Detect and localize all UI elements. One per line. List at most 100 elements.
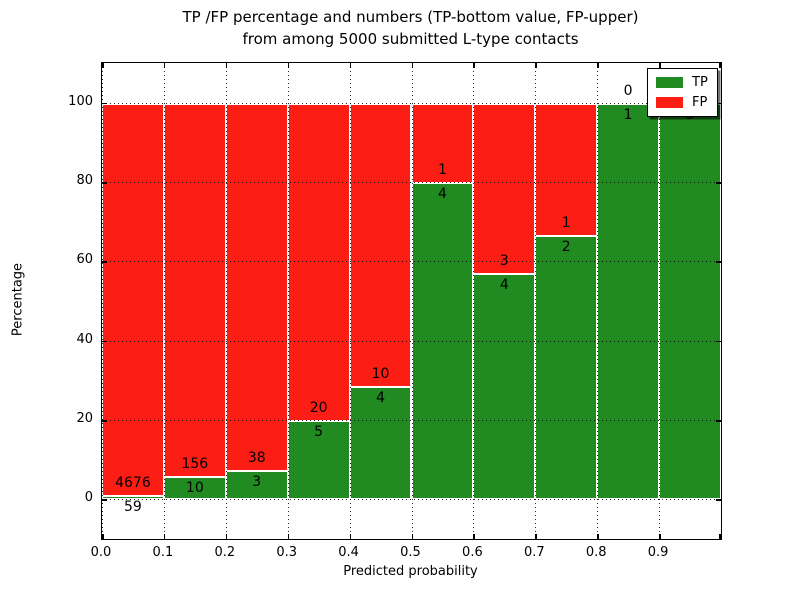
tp-legend-swatch bbox=[656, 77, 683, 88]
tick-mark bbox=[411, 63, 413, 68]
tp-bar-segment bbox=[473, 272, 536, 500]
tp-bar-segment bbox=[659, 102, 721, 500]
tick-mark bbox=[716, 261, 721, 263]
tp-legend-label: TP bbox=[692, 75, 708, 90]
fp-bar-segment bbox=[473, 102, 536, 273]
x-tick-label: 0.6 bbox=[462, 545, 483, 560]
fp-count-label: 0 bbox=[623, 82, 633, 99]
fp-count-label: 10 bbox=[371, 365, 390, 382]
x-tick-label: 0.5 bbox=[400, 545, 421, 560]
tp-bar-segment bbox=[535, 234, 598, 500]
fp-legend-swatch bbox=[656, 97, 683, 108]
tp-count-label: 2 bbox=[561, 238, 571, 255]
x-tick-label: 0.2 bbox=[214, 545, 236, 560]
fp-count-label: 156 bbox=[181, 455, 209, 472]
tp-bar-segment bbox=[287, 420, 350, 500]
y-tick-label: 40 bbox=[76, 331, 93, 347]
tp-bar-segment bbox=[349, 385, 412, 500]
chart-title-line1: TP /FP percentage and numbers (TP-bottom… bbox=[182, 8, 639, 26]
gridline-v bbox=[473, 63, 475, 539]
y-tick-label: 100 bbox=[68, 93, 93, 109]
x-tick-label: 0.9 bbox=[647, 545, 669, 560]
tp-count-label: 4 bbox=[376, 389, 386, 406]
fp-count-label: 20 bbox=[309, 400, 328, 416]
tick-mark bbox=[716, 499, 721, 501]
x-tick-label: 0.8 bbox=[585, 545, 607, 560]
tick-mark bbox=[102, 340, 107, 343]
tick-mark bbox=[719, 63, 721, 68]
tick-mark bbox=[535, 534, 537, 539]
tick-mark bbox=[287, 534, 290, 539]
tick-mark bbox=[102, 182, 107, 184]
plot-area: 467659156103832051041434120103 TP FP bbox=[101, 62, 722, 540]
fp-count-label: 1 bbox=[561, 214, 571, 231]
gridline-v bbox=[597, 63, 599, 539]
gridline-v bbox=[163, 63, 165, 539]
fp-bar-segment bbox=[225, 102, 288, 471]
tp-count-label: 59 bbox=[124, 498, 142, 515]
tick-mark bbox=[102, 261, 107, 263]
fp-bar-segment bbox=[102, 102, 164, 495]
fp-legend-label: FP bbox=[692, 95, 708, 110]
tick-mark bbox=[473, 534, 475, 539]
tick-mark bbox=[349, 534, 352, 539]
tick-mark bbox=[163, 534, 166, 539]
tick-mark bbox=[225, 63, 228, 68]
x-axis-label: Predicted probability bbox=[343, 564, 478, 579]
x-tick-label: 0.4 bbox=[338, 545, 359, 560]
tp-count-label: 3 bbox=[252, 474, 262, 491]
x-tick-label: 0.0 bbox=[90, 545, 112, 560]
tick-mark bbox=[163, 63, 166, 68]
tick-mark bbox=[411, 534, 413, 539]
gridline-v bbox=[659, 63, 661, 539]
legend-item-tp: TP bbox=[656, 76, 708, 89]
gridline-v bbox=[102, 63, 103, 539]
y-tick-label: 0 bbox=[84, 490, 93, 506]
fp-count-label: 4676 bbox=[115, 474, 151, 491]
tick-mark bbox=[102, 420, 107, 422]
tick-mark bbox=[716, 420, 721, 422]
y-tick-label: 60 bbox=[76, 252, 93, 268]
gridline-v bbox=[349, 63, 351, 539]
fp-count-label: 38 bbox=[247, 450, 266, 467]
tp-count-label: 1 bbox=[623, 106, 633, 123]
tp-count-label: 5 bbox=[314, 424, 324, 440]
fp-bar-segment bbox=[349, 102, 412, 386]
tick-mark bbox=[102, 499, 107, 501]
tick-mark bbox=[659, 534, 661, 539]
tick-mark bbox=[719, 534, 721, 539]
x-tick-label: 0.7 bbox=[523, 545, 545, 560]
gridline-v bbox=[411, 63, 413, 539]
tick-mark bbox=[102, 534, 104, 539]
y-axis-label: Percentage bbox=[10, 262, 26, 337]
tick-mark bbox=[716, 340, 721, 343]
tick-mark bbox=[102, 102, 107, 105]
tp-count-label: 10 bbox=[185, 479, 204, 496]
tick-mark bbox=[473, 63, 475, 68]
tick-mark bbox=[716, 102, 721, 105]
fp-count-label: 1 bbox=[437, 162, 447, 178]
x-tick-label: 0.1 bbox=[152, 545, 174, 560]
tp-count-label: 4 bbox=[499, 276, 509, 293]
tick-mark bbox=[535, 63, 537, 68]
legend-item-fp: FP bbox=[656, 96, 708, 109]
tick-mark bbox=[597, 534, 599, 539]
chart-title-line2: from among 5000 submitted L-type contact… bbox=[242, 30, 579, 48]
tick-mark bbox=[659, 63, 661, 68]
y-tick-label: 20 bbox=[76, 411, 93, 426]
tick-mark bbox=[597, 63, 599, 68]
x-tick-label: 0.3 bbox=[276, 545, 298, 560]
tick-mark bbox=[716, 182, 721, 184]
fp-count-label: 3 bbox=[499, 252, 509, 269]
tick-mark bbox=[225, 534, 228, 539]
gridline-v bbox=[287, 63, 289, 539]
gridline-v bbox=[535, 63, 537, 539]
gridline-v bbox=[225, 63, 227, 539]
tick-mark bbox=[349, 63, 352, 68]
tp-bar-segment bbox=[597, 102, 660, 500]
tick-mark bbox=[102, 63, 104, 68]
tick-mark bbox=[287, 63, 290, 68]
fp-bar-segment bbox=[411, 102, 474, 182]
tp-count-label: 4 bbox=[437, 186, 447, 202]
